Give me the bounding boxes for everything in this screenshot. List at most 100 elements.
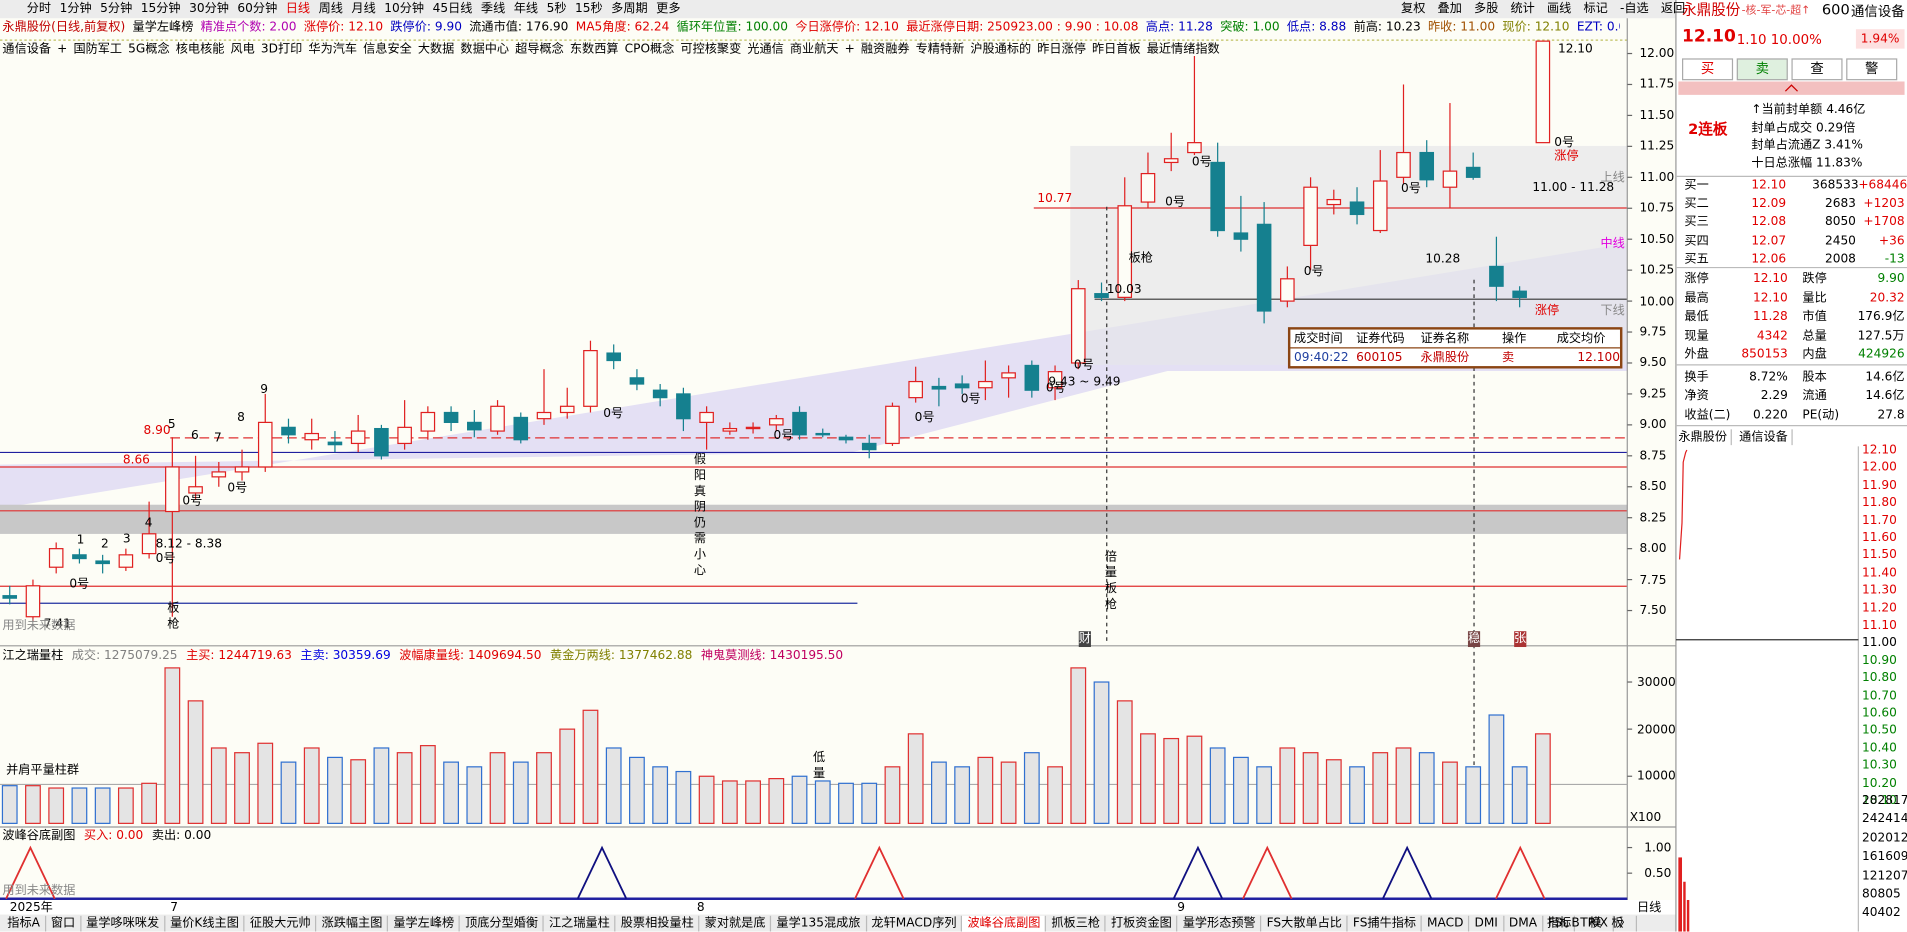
table-header: 操作 <box>1502 332 1527 346</box>
menu-item[interactable]: -自选 <box>1619 2 1649 16</box>
annotation: 财 <box>1078 631 1091 648</box>
stat-label: 外盘 <box>1684 347 1709 362</box>
mini-price-label: 11.40 <box>1862 566 1897 580</box>
tab[interactable]: FS捕牛指标 <box>1348 915 1423 932</box>
vertical-note: 倍量板枪 <box>1101 549 1116 613</box>
candle-up <box>908 380 923 399</box>
trade-button[interactable]: 买 <box>1682 58 1734 81</box>
candle-up <box>1140 172 1156 203</box>
tab[interactable]: 江之瑞量柱 <box>544 915 616 932</box>
volume-bar <box>745 780 761 824</box>
tab[interactable]: 量学哆咪咪发 <box>81 915 166 932</box>
volume-bar <box>907 733 924 824</box>
book-label: 买三 <box>1684 215 1709 230</box>
tab[interactable]: FSL <box>1543 915 1576 932</box>
menu-item[interactable]: 5秒 <box>546 2 567 16</box>
tab[interactable]: 板 <box>1611 917 1624 931</box>
menu-item[interactable]: 统计 <box>1510 2 1535 16</box>
seal-info: ↑当前封单额 4.46亿 <box>1751 103 1866 117</box>
trade-button[interactable]: 警 <box>1846 58 1898 81</box>
menu-item[interactable]: 45日线 <box>432 2 473 16</box>
candle-up <box>48 548 64 568</box>
tab[interactable]: 指标A <box>2 915 47 932</box>
mini-price <box>1678 449 1688 560</box>
tab[interactable]: TRIX <box>1575 915 1615 932</box>
tab[interactable]: 打板资金图 <box>1106 915 1178 932</box>
tab[interactable]: DMA <box>1504 915 1544 932</box>
tab[interactable]: 龙轩MACD序列 <box>867 915 963 932</box>
unit-label: X100 <box>1629 811 1662 825</box>
menu-item[interactable]: 分时 <box>26 2 52 16</box>
book-price: 12.08 <box>1751 215 1787 230</box>
book-price: 12.09 <box>1751 197 1787 211</box>
volume-header: 江之瑞量柱 成交: 1275079.25 主买: 1244719.63 主卖: 303… <box>2 648 843 664</box>
tab[interactable]: MACD <box>1422 915 1470 932</box>
candle-up <box>745 426 761 430</box>
menu-item[interactable]: 返回 <box>1660 2 1686 16</box>
volume-bar <box>94 787 111 824</box>
tab[interactable]: 模 <box>1589 917 1602 931</box>
tab[interactable]: 〉 <box>1614 915 1638 932</box>
tab[interactable]: 窗口 <box>46 915 82 932</box>
tab[interactable]: 量学135混成旅 <box>772 915 867 932</box>
menu-item[interactable]: 复权 <box>1401 2 1426 16</box>
concept-tag: 昨日首板 <box>1091 42 1141 56</box>
tab[interactable]: 量学左峰榜 <box>388 915 461 932</box>
tab[interactable]: 股票相投量柱 <box>616 915 700 932</box>
menu-item[interactable]: 年线 <box>513 2 539 16</box>
stat-value: 12.10 <box>1752 272 1788 286</box>
menu-item[interactable]: 日线 <box>285 2 311 16</box>
candle-down <box>676 393 691 420</box>
tab[interactable]: 抓板三枪 <box>1047 915 1107 932</box>
table-header: 成交均价 <box>1556 332 1606 346</box>
tab[interactable]: 蒙对就是底 <box>700 915 772 932</box>
y-tick-label: 10.75 <box>1639 202 1675 216</box>
tab[interactable]: 量价K线主图 <box>165 915 245 932</box>
peak <box>5 845 56 900</box>
tab[interactable]: DMI <box>1470 915 1504 932</box>
menu-item[interactable]: 15秒 <box>575 2 603 16</box>
tab[interactable]: 量学形态预警 <box>1178 915 1262 932</box>
menu-item[interactable]: 多股 <box>1474 2 1499 16</box>
menu-item[interactable]: 10分钟 <box>384 2 425 16</box>
menu-item[interactable]: 叠加 <box>1437 2 1462 16</box>
concept-tag: 商业航天 <box>789 42 839 56</box>
tab[interactable]: 征股大元帅 <box>245 915 317 932</box>
menu-item[interactable]: 更多 <box>656 2 681 16</box>
annotation: 11.00 - 11.28 <box>1532 181 1615 195</box>
volume-bar <box>187 700 204 824</box>
tab[interactable]: 涨跌幅主图 <box>317 915 389 932</box>
volume-bar <box>884 766 901 824</box>
menu-item[interactable]: 画线 <box>1547 2 1572 16</box>
tab[interactable]: 指标B <box>1547 917 1580 931</box>
annotation: 2 <box>100 537 109 551</box>
annotation: 下线 <box>1600 304 1625 318</box>
menu-item[interactable]: 5分钟 <box>100 2 133 16</box>
menu-item[interactable]: 1分钟 <box>59 2 92 16</box>
trade-button[interactable]: 卖 <box>1736 58 1788 81</box>
info-item: 涨停价: 12.10 <box>303 20 384 35</box>
mini-vol <box>1683 881 1686 932</box>
collapse-icon <box>1784 84 1798 92</box>
stat-label: 现量 <box>1684 328 1709 343</box>
concept-tag: 核电核能 <box>175 42 225 56</box>
stat-value: 2.29 <box>1760 389 1788 403</box>
tab[interactable]: FS大散单占比 <box>1262 915 1349 932</box>
info-item: 现价: 12.10 <box>1502 20 1570 35</box>
menu-item[interactable]: 15分钟 <box>140 2 181 16</box>
y-tick-label: 8.75 <box>1639 449 1667 464</box>
menu-item[interactable]: 标记 <box>1583 2 1608 16</box>
tab[interactable]: 顶底分型婚衡 <box>460 915 545 932</box>
menu-item[interactable]: 季线 <box>480 2 506 16</box>
menu-item[interactable]: 周线 <box>318 2 343 16</box>
volume-header-item: 神鬼莫测线: 1430195.50 <box>700 649 844 663</box>
menu-item[interactable]: 多周期 <box>611 2 648 16</box>
volume-header-item: 主卖: 30359.69 <box>300 649 391 663</box>
tab[interactable]: 波峰谷底副图 <box>962 915 1047 932</box>
menu-item[interactable]: 30分钟 <box>189 2 229 16</box>
trade-button[interactable]: 查 <box>1791 58 1843 81</box>
menu-item[interactable]: 60分钟 <box>237 2 278 16</box>
candle-up <box>1070 288 1086 364</box>
menu-item[interactable]: 月线 <box>351 2 376 16</box>
stock-tags: -核-军-芯-超↑ <box>1741 4 1811 18</box>
